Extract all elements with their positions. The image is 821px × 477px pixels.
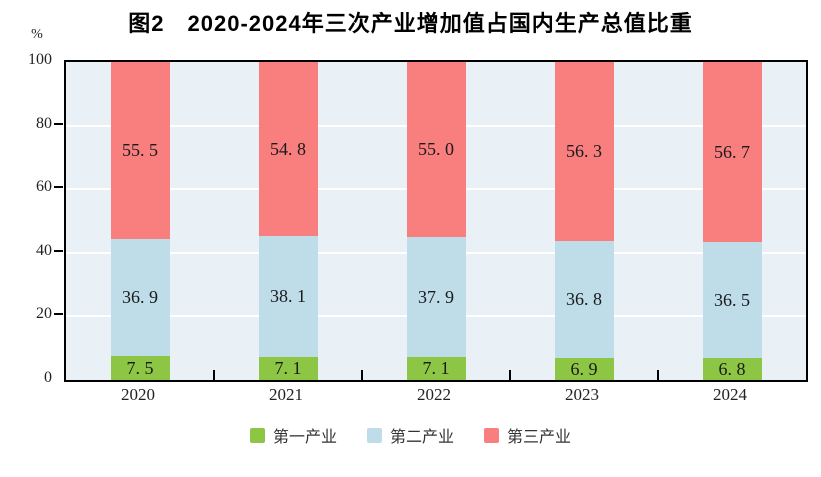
x-tick <box>509 370 511 380</box>
bar-segment: 55. 5 <box>110 62 170 239</box>
x-tick <box>213 370 215 380</box>
legend-label: 第三产业 <box>507 429 572 446</box>
x-tick-label: 2021 <box>269 385 303 404</box>
chart-title: 图2 2020-2024年三次产业增加值占国内生产总值比重 <box>128 11 693 36</box>
bar-segment: 6. 9 <box>554 358 614 380</box>
y-tick-label: 40 <box>36 241 52 259</box>
bar-2021: 7. 1 38. 1 54. 8 <box>258 62 318 380</box>
legend-swatch <box>249 427 265 443</box>
y-tick <box>54 186 63 189</box>
bar-segment: 36. 8 <box>554 241 614 359</box>
x-tick-label: 2023 <box>565 385 599 404</box>
bar-value-label: 7. 1 <box>274 358 302 379</box>
bar-2020: 7. 5 36. 9 55. 5 <box>110 62 170 380</box>
bar-value-label: 36. 9 <box>122 286 158 307</box>
bar-value-label: 6. 8 <box>718 358 746 379</box>
bar-value-label: 55. 5 <box>122 140 158 161</box>
bar-segment: 56. 7 <box>702 62 762 243</box>
bar-segment: 56. 3 <box>554 62 614 242</box>
legend-swatch <box>484 427 499 443</box>
y-tick-label: 60 <box>36 178 52 196</box>
bar-segment: 54. 8 <box>258 62 318 237</box>
bar-value-label: 56. 3 <box>566 141 602 162</box>
legend-label: 第一产业 <box>272 429 337 446</box>
bar-2024: 6. 8 36. 5 56. 7 <box>702 62 762 380</box>
bar-segment: 36. 5 <box>702 242 762 359</box>
y-tick <box>54 313 63 316</box>
y-tick-label: 0 <box>44 369 52 386</box>
y-axis-unit-label: % <box>31 27 43 42</box>
x-tick <box>361 370 363 380</box>
legend-label: 第二产业 <box>389 429 454 446</box>
bar-value-label: 54. 8 <box>270 138 306 159</box>
y-tick-label: 100 <box>28 51 52 68</box>
bar-value-label: 6. 9 <box>570 358 598 379</box>
legend-item: 第三产业 <box>484 423 571 447</box>
legend-swatch <box>366 427 382 443</box>
plot-area: 7. 5 36. 9 55. 5 7. 1 38. 1 54. 8 7. 1 37. 9 55.… <box>64 60 808 382</box>
x-tick <box>657 370 659 380</box>
bar-value-label: 7. 1 <box>422 358 450 379</box>
bar-value-label: 56. 7 <box>714 141 750 162</box>
bar-value-label: 55. 0 <box>418 138 454 159</box>
bar-segment: 7. 1 <box>258 357 318 380</box>
bar-2022: 7. 1 37. 9 55. 0 <box>406 62 466 380</box>
x-tick-label: 2020 <box>121 385 155 404</box>
y-tick-label: 20 <box>36 305 52 323</box>
legend-item: 第一产业 <box>249 423 337 447</box>
bar-value-label: 36. 8 <box>566 289 602 310</box>
x-tick-label: 2022 <box>417 385 451 404</box>
bar-segment: 55. 0 <box>406 62 466 237</box>
bar-segment: 37. 9 <box>406 236 466 358</box>
bar-value-label: 38. 1 <box>270 286 306 307</box>
bar-segment: 7. 1 <box>406 357 466 380</box>
bar-segment: 6. 8 <box>702 358 762 380</box>
bar-value-label: 7. 5 <box>126 357 154 378</box>
bar-segment: 38. 1 <box>258 236 318 358</box>
x-tick-label: 2024 <box>713 385 747 404</box>
bar-value-label: 37. 9 <box>418 286 454 307</box>
bar-segment: 36. 9 <box>110 238 170 357</box>
legend: 第一产业 第二产业 第三产业 <box>0 423 821 447</box>
y-tick <box>54 122 63 125</box>
y-tick <box>54 249 63 252</box>
bar-value-label: 36. 5 <box>714 289 750 310</box>
y-tick-label: 80 <box>36 114 52 132</box>
bar-segment: 7. 5 <box>110 356 170 380</box>
legend-item: 第二产业 <box>366 423 454 447</box>
bar-2023: 6. 9 36. 8 56. 3 <box>554 62 614 380</box>
